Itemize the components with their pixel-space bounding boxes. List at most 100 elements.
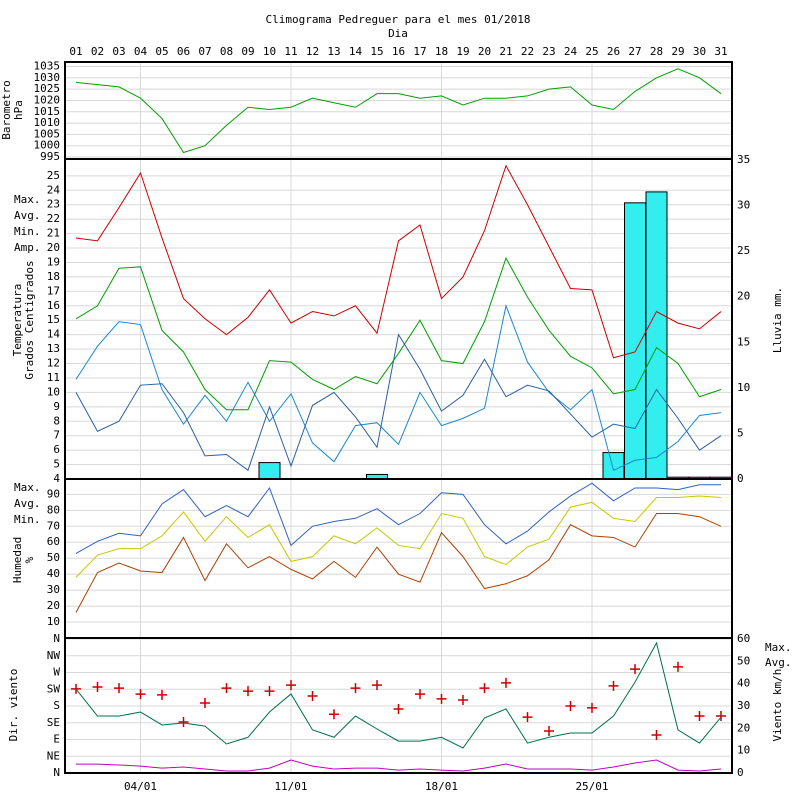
day-label: 26 [607,45,620,58]
day-label: 22 [521,45,534,58]
legend-label: Max. [14,481,41,494]
series-line [76,759,722,772]
wind-direction-marker [694,711,705,722]
panel-frame [64,637,733,774]
y-tick-label: 11 [47,371,60,384]
day-label: 05 [155,45,168,58]
day-label: 31 [714,45,727,58]
series-line [75,68,722,154]
y-tick-label: 7 [53,429,60,442]
day-label: 09 [241,45,254,58]
y-tick-label: N [53,632,60,645]
y-axis-title: % [23,556,36,563]
y-tick-label: 24 [47,183,61,196]
legend-label: Max. [14,193,41,206]
y2-tick-label: 30 [737,699,750,712]
day-label: 17 [413,45,426,58]
y-tick-label: S [53,699,60,712]
legend-label: Min. [14,225,41,238]
x-tick-label: 04/01 [124,780,157,793]
panel-frame [64,61,733,160]
day-label: 12 [306,45,319,58]
y-tick-label: 8 [53,414,60,427]
wind-direction-marker [350,683,361,694]
wind-direction-marker [243,686,253,697]
day-label: 24 [564,45,578,58]
y-tick-label: 90 [47,487,60,500]
wind-direction-marker [114,683,124,694]
wind-direction-marker [716,711,726,722]
wind-direction-marker [436,693,447,704]
y-tick-label: SW [47,682,61,695]
day-label: 04 [134,45,148,58]
legend-label: Avg. [14,209,41,222]
y2-tick-label: 10 [737,744,750,757]
day-label: 30 [693,45,706,58]
y-tick-label: 20 [47,599,60,612]
day-label: 13 [327,45,340,58]
y-tick-label: 9 [53,400,60,413]
day-label: 29 [671,45,684,58]
y-axis-title: Dir. viento [7,669,20,742]
y-tick-label: 20 [47,241,60,254]
legend-label: Amp. [14,241,41,254]
legend-label: Min. [14,513,41,526]
y2-axis-title: Lluvia mm. [771,287,784,353]
series-line [75,304,722,472]
day-label: 01 [69,45,82,58]
y-tick-label: 40 [47,567,60,580]
y-tick-label: 17 [47,284,60,297]
legend-label: Max. [765,641,792,654]
y-axis-title: Humedad [11,537,24,583]
day-label: 20 [478,45,491,58]
rain-bar [645,191,668,480]
wind-direction-marker [71,683,81,694]
day-label: 23 [542,45,555,58]
wind-direction-marker [135,689,146,700]
day-label: 07 [198,45,211,58]
rain-bar [602,452,625,480]
y-axis-title: hPa [12,100,25,120]
y-tick-label: 1015 [34,105,61,118]
y-tick-label: 995 [40,150,60,163]
y2-axis-title: Viento km/h [771,669,784,742]
wind-direction-marker [264,686,275,697]
y-tick-label: 13 [47,342,60,355]
y-tick-label: 22 [47,212,60,225]
y-tick-label: W [53,666,60,679]
rain-bar [258,462,281,480]
series-line [75,482,721,554]
y2-tick-label: 0 [737,472,744,485]
x-tick-label: 18/01 [425,780,458,793]
day-label: 18 [435,45,448,58]
y-tick-label: 1000 [34,139,61,152]
day-label: 16 [392,45,405,58]
y-tick-label: 50 [47,551,60,564]
day-label: 27 [628,45,641,58]
day-label: 25 [585,45,598,58]
wind-direction-marker [565,701,576,711]
y-tick-label: 25 [47,169,60,182]
y2-tick-label: 50 [737,654,750,667]
y-axis-title: Grados Centigrados [23,260,36,379]
x-tick-label: 11/01 [274,780,307,793]
y-tick-label: 10 [47,615,60,628]
y-tick-label: 1020 [34,93,61,106]
y-tick-label: 23 [47,198,60,211]
y-tick-label: 18 [47,270,60,283]
x-tick-label: 25/01 [575,780,608,793]
day-label: 15 [370,45,383,58]
wind-direction-marker [372,680,382,691]
legend-label: Avg. [14,497,41,510]
series-line [75,164,722,359]
wind-direction-marker [587,702,597,713]
y-axis-title: Temperatura [11,284,24,357]
day-label: 11 [284,45,297,58]
y2-tick-label: 40 [737,677,750,690]
day-label: 21 [499,45,512,58]
y2-tick-label: 20 [737,290,750,303]
y2-tick-label: 60 [737,632,750,645]
wind-direction-marker [221,683,232,694]
wind-direction-marker [178,717,189,728]
